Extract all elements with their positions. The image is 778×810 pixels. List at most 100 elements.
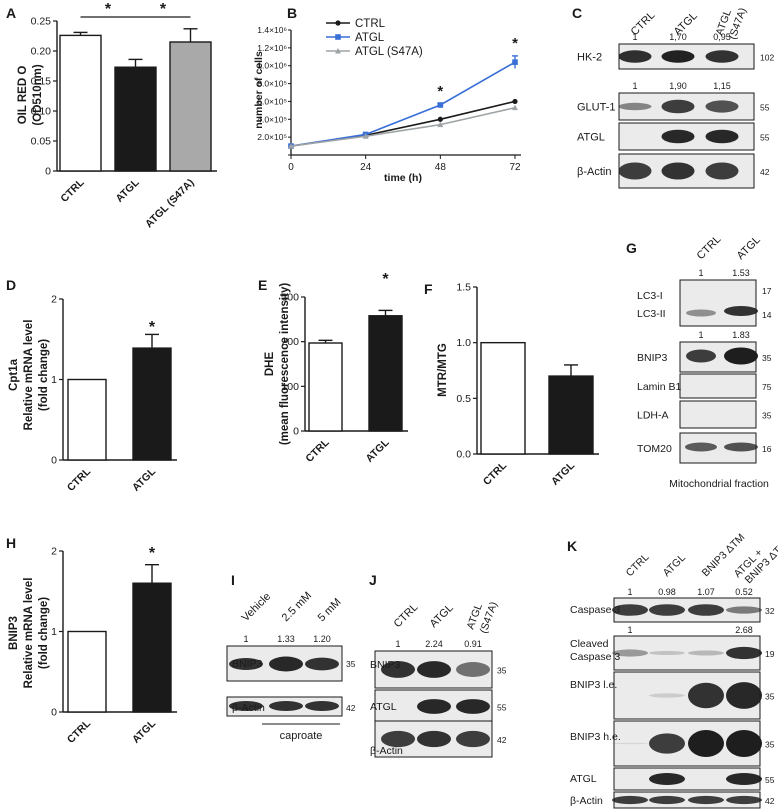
lane-label-I: 5 mM [316,596,344,624]
blot-band [685,442,717,452]
quant-label-G: 1 [698,330,703,340]
quant-label-C: 1 [632,32,637,42]
blot-band [649,773,685,785]
lane-label-K: ATGL [661,552,688,579]
y-tick-label-B: 1.2×10⁶ [257,43,287,53]
row-label-K: BNIP3 h.e. [570,731,621,743]
blot-band-C [705,162,739,180]
mw-label-J: 55 [497,703,507,713]
x-tick-label-B: 48 [435,162,447,173]
category-label-A: CTRL [58,176,87,205]
y-tick-label-D: 2 [51,294,57,306]
blot-band [686,309,716,317]
blot-band [688,682,724,709]
blot-band [688,730,724,757]
category-label-A: ATGL [113,176,142,205]
y-tick-label-E: 200 [281,336,299,348]
quant-label-C: 1,15 [713,81,731,91]
row-label-I: BNIP3 [232,658,263,670]
category-label-E: ATGL [363,436,392,465]
blot-band [612,742,648,745]
row-label-K: Caspase 3 [570,651,620,663]
row-label-C: HK-2 [577,52,602,64]
quant-label-I: 1.20 [313,634,331,644]
quant-label-C: 0,95 [713,32,731,42]
row-label-K: ATGL [570,773,597,785]
mw-label-G: 14 [762,310,772,320]
y-axis-title-D-2: Relative mRNA level [23,320,35,431]
blot-band [456,699,490,714]
y-axis-title-D-3: (fold change) [38,339,50,411]
bar-D-CTRL [67,378,107,461]
blot-band [726,606,762,614]
panel-letter-K: K [567,538,577,554]
bar-H-CTRL [67,630,107,713]
blot-band [726,682,762,709]
mw-label-C: 55 [760,133,770,143]
significance-star: * [149,319,156,336]
y-tick-label-D: 0 [51,455,57,467]
category-label-F: CTRL [481,459,510,488]
legend-marker [335,20,341,26]
bar-E-CTRL [308,342,343,432]
y-tick-label-B: 8.0×10⁵ [257,79,287,89]
blot-band [726,730,762,757]
blot-band [417,661,451,678]
data-point-ATGL [437,102,444,108]
quant-label-C: 1,70 [669,32,687,42]
category-label-A: ATGL (S47A) [143,177,197,231]
blot-band [688,650,724,656]
blot-band [417,730,451,748]
mw-label-K: 42 [765,796,775,806]
blot-band [726,795,762,805]
panel-letter-H: H [6,535,16,551]
quant-label-C: 1,90 [669,81,687,91]
blot-band-C [661,99,695,114]
y-axis-title-B: number of cells [253,51,265,129]
y-tick-label-A: 0 [45,166,51,178]
y-axis-title-E: DHE [264,352,276,377]
category-label-F: ATGL [549,459,578,488]
blot-band-C [618,102,652,111]
blot-band-C [661,162,695,180]
category-label-H: CTRL [65,717,94,746]
lane-label-J: ATGL [428,602,456,630]
bar-H-ATGL [132,582,172,713]
panel-letter-D: D [6,277,16,293]
blot-band [305,701,339,711]
y-axis-title-F: MTR/MTG [437,343,449,397]
blot-band [724,347,758,365]
quant-label-K: 0.52 [735,587,753,597]
quant-label-G: 1.83 [732,330,750,340]
panel-letter-B: B [287,5,297,21]
row-label-K: Cleaved [570,638,609,650]
blot-band [726,646,762,660]
significance-star: * [149,545,156,562]
blot-band [649,795,685,805]
blot-band [724,306,758,316]
series-line-ATGL (S47A) [290,106,516,147]
row-label-G: BNIP3 [637,352,668,364]
bar-D-ATGL [132,347,172,461]
significance-star: * [512,35,518,52]
mw-label-K: 32 [765,606,775,616]
series-line-ATGL [290,61,516,147]
y-tick-label-B: 4.0×10⁵ [257,114,287,124]
quant-label-J: 0.91 [464,639,482,649]
blot-band [269,701,303,711]
category-label-E: CTRL [303,436,332,465]
lane-label-G: CTRL [695,233,724,262]
row-label-J: BNIP3 [370,659,401,671]
category-label-D: CTRL [65,465,94,494]
legend-marker [335,34,341,40]
quant-label-J: 1 [395,639,400,649]
bar-E-ATGL [368,315,403,432]
row-label-C: ATGL [577,132,605,144]
blot-band [688,795,724,805]
data-point-CTRL [512,98,518,105]
row-label-J: ATGL [370,701,397,713]
y-axis-title-H: BNIP3 [8,616,20,650]
row-label-C: GLUT-1 [577,102,616,114]
mw-label-G: 35 [762,353,772,363]
blot-band [686,349,716,363]
